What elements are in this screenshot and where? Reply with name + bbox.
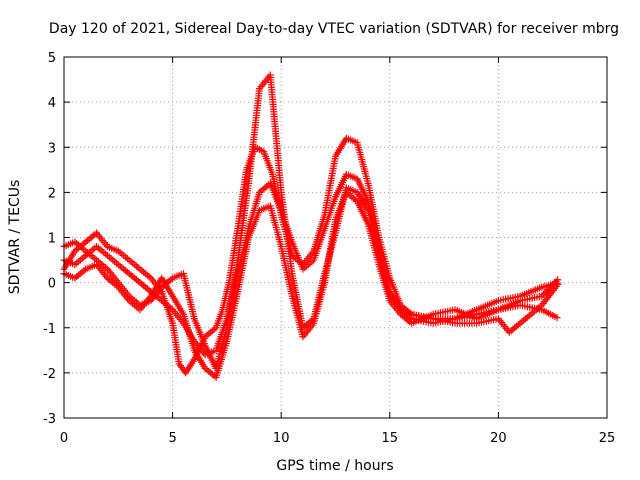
ticks: 0 5 10 15 20 25 -3 -2 -1 0 1 2 3 4 5 — [43, 51, 615, 446]
data-point — [541, 289, 549, 297]
x-axis-label: GPS time / hours — [276, 458, 393, 474]
series-layer — [60, 71, 562, 381]
y-tick-label: 4 — [48, 96, 56, 111]
data-point — [550, 279, 558, 287]
y-tick-label: -1 — [43, 322, 56, 337]
y-axis-label: SDTVAR / TECUs — [7, 180, 23, 295]
x-tick-label: 10 — [273, 431, 290, 446]
y-tick-label: -2 — [43, 367, 56, 382]
x-tick-label: 15 — [382, 431, 399, 446]
data-point — [546, 284, 554, 292]
x-tick-label: 0 — [60, 431, 68, 446]
data-point — [539, 291, 547, 299]
y-tick-label: -3 — [43, 412, 56, 427]
data-point — [553, 314, 561, 322]
y-tick-label: 2 — [48, 186, 56, 201]
y-tick-label: 3 — [48, 141, 56, 156]
x-tick-label: 25 — [599, 431, 616, 446]
data-point — [543, 287, 551, 295]
data-point — [547, 282, 555, 290]
data-point — [538, 292, 546, 300]
series-trace-d — [60, 188, 562, 381]
y-tick-label: 5 — [48, 51, 56, 66]
y-tick-label: 0 — [48, 277, 56, 292]
data-point — [549, 281, 557, 289]
x-tick-label: 20 — [490, 431, 507, 446]
chart-title: Day 120 of 2021, Sidereal Day-to-day VTE… — [49, 21, 619, 37]
x-tick-label: 5 — [168, 431, 176, 446]
data-point — [552, 277, 560, 285]
y-tick-label: 1 — [48, 232, 56, 247]
data-point — [544, 286, 552, 294]
data-point — [554, 276, 562, 284]
series-trace-a — [60, 134, 561, 377]
